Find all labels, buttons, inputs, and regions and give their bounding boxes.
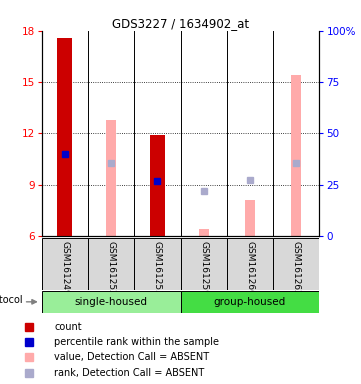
Text: GSM161252: GSM161252 — [106, 241, 116, 295]
Bar — [180, 291, 319, 313]
Text: GSM161253: GSM161253 — [153, 241, 162, 296]
Bar — [42, 291, 180, 313]
Text: GSM161260: GSM161260 — [245, 241, 255, 296]
Bar — [180, 238, 227, 290]
Bar — [291, 75, 301, 236]
Text: single-housed: single-housed — [74, 297, 148, 307]
Title: GDS3227 / 1634902_at: GDS3227 / 1634902_at — [112, 17, 249, 30]
Text: GSM161249: GSM161249 — [60, 241, 69, 295]
Bar — [88, 238, 134, 290]
Text: protocol: protocol — [0, 295, 23, 305]
Bar — [227, 238, 273, 290]
Bar — [134, 238, 180, 290]
Text: GSM161262: GSM161262 — [292, 241, 301, 295]
Bar — [273, 238, 319, 290]
Text: count: count — [54, 322, 82, 332]
Text: value, Detection Call = ABSENT: value, Detection Call = ABSENT — [54, 351, 209, 362]
Bar — [245, 200, 255, 236]
Bar — [42, 238, 88, 290]
Bar — [57, 38, 72, 236]
Bar — [150, 135, 165, 236]
Text: group-housed: group-housed — [214, 297, 286, 307]
Bar — [106, 120, 116, 236]
Bar — [199, 229, 209, 236]
Text: GSM161259: GSM161259 — [199, 241, 208, 296]
Text: rank, Detection Call = ABSENT: rank, Detection Call = ABSENT — [54, 367, 204, 378]
Text: percentile rank within the sample: percentile rank within the sample — [54, 337, 219, 347]
